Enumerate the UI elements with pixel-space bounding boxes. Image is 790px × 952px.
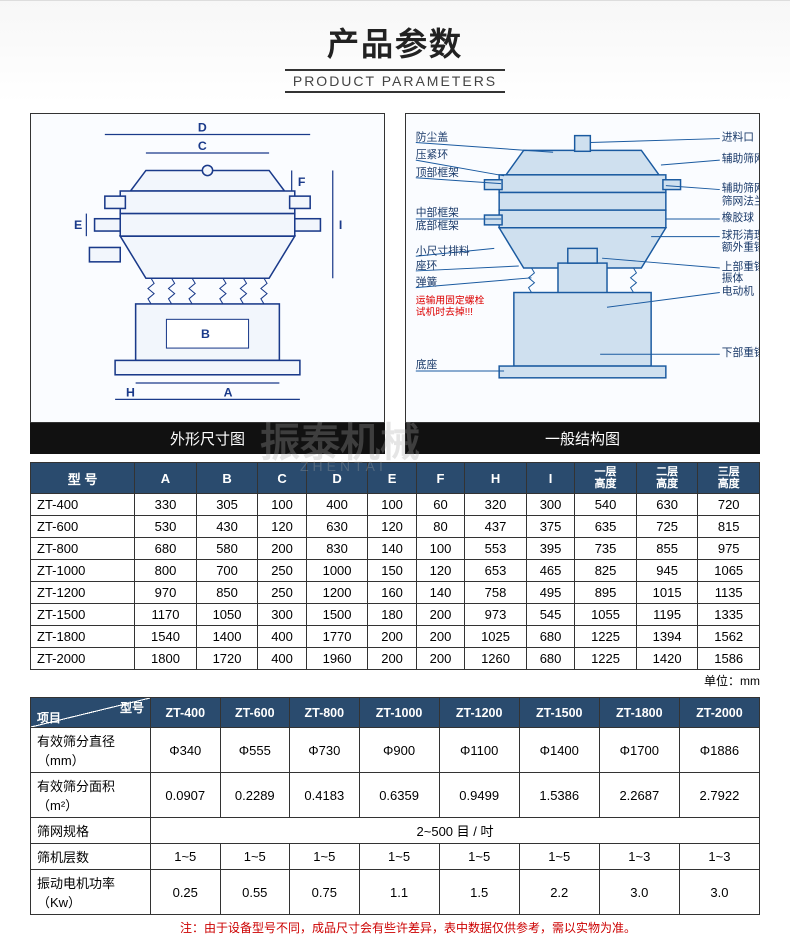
table-header: F xyxy=(416,463,464,494)
svg-text:B: B xyxy=(201,327,210,341)
table-header: 型 号 xyxy=(31,463,135,494)
table-row: 有效筛分面积（m²）0.09070.22890.41830.63590.9499… xyxy=(31,773,760,818)
svg-text:橡胶球: 橡胶球 xyxy=(722,211,755,224)
svg-text:运输用固定螺栓: 运输用固定螺栓 xyxy=(416,293,485,306)
title-cn: 产品参数 xyxy=(0,19,790,65)
svg-text:座环: 座环 xyxy=(416,259,438,272)
svg-text:防尘盖: 防尘盖 xyxy=(416,131,449,144)
table-header: B xyxy=(196,463,258,494)
svg-text:底座: 底座 xyxy=(416,358,438,371)
svg-text:电动机: 电动机 xyxy=(722,284,755,297)
svg-text:I: I xyxy=(339,218,342,232)
svg-text:顶部框架: 顶部框架 xyxy=(416,166,459,179)
table-row: ZT-40033030510040010060320300540630720 xyxy=(31,494,760,516)
diagrams-row: D C F E I xyxy=(0,103,790,423)
svg-text:辅助筛网: 辅助筛网 xyxy=(722,152,759,165)
table-row: 筛机层数1~51~51~51~51~51~51~31~3 xyxy=(31,844,760,870)
footnote: 注：由于设备型号不同，成品尺寸会有些许差异，表中数据仅供参考，需以实物为准。 xyxy=(0,915,790,946)
svg-text:球形清理板: 球形清理板 xyxy=(722,229,759,242)
svg-text:D: D xyxy=(198,120,207,134)
svg-text:振体: 振体 xyxy=(722,272,744,285)
svg-text:进料口: 进料口 xyxy=(722,131,754,144)
svg-text:A: A xyxy=(224,385,233,399)
header: 产品参数 PRODUCT PARAMETERS xyxy=(0,0,790,103)
table-row: ZT-60053043012063012080437375635725815 xyxy=(31,516,760,538)
svg-text:辅助筛网: 辅助筛网 xyxy=(722,182,759,195)
table-row: ZT-1000800700250100015012065346582594510… xyxy=(31,560,760,582)
svg-text:H: H xyxy=(126,385,135,399)
svg-text:C: C xyxy=(198,139,207,153)
svg-text:底部框架: 底部框架 xyxy=(416,219,459,232)
svg-text:下部重锤: 下部重锤 xyxy=(722,346,759,359)
svg-text:弹簧: 弹簧 xyxy=(416,276,438,289)
table-header: I xyxy=(526,463,574,494)
diagonal-header: 型号项目 xyxy=(31,698,151,728)
dimensions-table: 型 号ABCDEFHI一层高度二层高度三层高度 ZT-4003303051004… xyxy=(30,462,760,670)
unit-note: 单位：mm xyxy=(0,670,790,689)
svg-text:小尺寸排料: 小尺寸排料 xyxy=(416,244,470,257)
title-en: PRODUCT PARAMETERS xyxy=(285,69,505,93)
specs-table: 型号项目ZT-400ZT-600ZT-800ZT-1000ZT-1200ZT-1… xyxy=(30,697,760,915)
table-row: ZT-1800154014004001770200200102568012251… xyxy=(31,626,760,648)
table-row: 筛网规格2~500 目 / 吋 xyxy=(31,818,760,844)
structure-diagram: 防尘盖 压紧环 顶部框架 中部框架 底部框架 小尺寸排料 座环 弹簧 运输用固定… xyxy=(405,113,760,423)
right-diagram-label: 一般结构图 xyxy=(405,423,760,454)
table-row: 振动电机功率（Kw）0.250.550.751.11.52.23.03.0 xyxy=(31,870,760,915)
svg-text:试机时去掉!!!: 试机时去掉!!! xyxy=(416,305,473,318)
dimension-diagram: D C F E I xyxy=(30,113,385,423)
table-header: 三层高度 xyxy=(698,463,760,494)
svg-text:筛网法兰: 筛网法兰 xyxy=(722,194,759,207)
table-row: ZT-1500117010503001500180200973545105511… xyxy=(31,604,760,626)
table-row: 有效筛分直径（mm）Φ340Φ555Φ730Φ900Φ1100Φ1400Φ170… xyxy=(31,728,760,773)
table-row: ZT-1200970850250120016014075849589510151… xyxy=(31,582,760,604)
table-header: H xyxy=(465,463,527,494)
watermark-sub: ZHENTAI xyxy=(300,458,387,474)
table-header: 一层高度 xyxy=(575,463,637,494)
svg-text:F: F xyxy=(298,175,306,189)
table-row: ZT-800680580200830140100553395735855975 xyxy=(31,538,760,560)
table-header: A xyxy=(135,463,197,494)
table-row: ZT-2000180017204001960200200126068012251… xyxy=(31,648,760,670)
svg-text:额外重锤板: 额外重锤板 xyxy=(722,240,759,253)
svg-text:压紧环: 压紧环 xyxy=(416,149,449,161)
svg-text:E: E xyxy=(74,218,82,232)
svg-text:上部重锤: 上部重锤 xyxy=(722,260,759,273)
table-header: 二层高度 xyxy=(636,463,698,494)
svg-text:中部框架: 中部框架 xyxy=(416,206,459,219)
